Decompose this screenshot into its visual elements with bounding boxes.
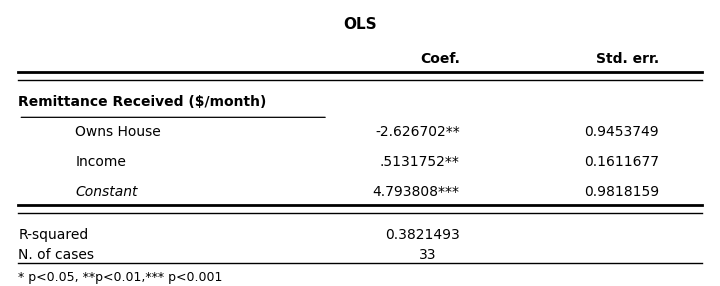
Text: R-squared: R-squared bbox=[19, 228, 89, 242]
Text: OLS: OLS bbox=[343, 17, 377, 32]
Text: Remittance Received ($/month): Remittance Received ($/month) bbox=[19, 95, 267, 109]
Text: Coef.: Coef. bbox=[420, 52, 459, 66]
Text: 0.9818159: 0.9818159 bbox=[584, 185, 659, 199]
Text: 33: 33 bbox=[419, 248, 436, 262]
Text: Owns House: Owns House bbox=[76, 125, 161, 139]
Text: Income: Income bbox=[76, 155, 126, 169]
Text: -2.626702**: -2.626702** bbox=[375, 125, 459, 139]
Text: 0.3821493: 0.3821493 bbox=[385, 228, 459, 242]
Text: .5131752**: .5131752** bbox=[379, 155, 459, 169]
Text: 0.9453749: 0.9453749 bbox=[584, 125, 659, 139]
Text: N. of cases: N. of cases bbox=[19, 248, 94, 262]
Text: 4.793808***: 4.793808*** bbox=[373, 185, 459, 199]
Text: * p<0.05, **p<0.01,*** p<0.001: * p<0.05, **p<0.01,*** p<0.001 bbox=[19, 271, 222, 284]
Text: Constant: Constant bbox=[76, 185, 138, 199]
Text: 0.1611677: 0.1611677 bbox=[584, 155, 659, 169]
Text: Std. err.: Std. err. bbox=[595, 52, 659, 66]
